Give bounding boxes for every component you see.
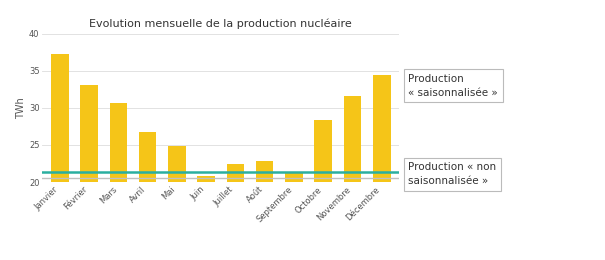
Bar (168, 146, 186, 182)
Bar (139, 132, 157, 182)
Bar (227, 164, 244, 182)
Bar (256, 160, 273, 182)
Bar (80, 85, 98, 182)
Bar (344, 96, 361, 182)
Title: Evolution mensuelle de la production nucléaire: Evolution mensuelle de la production nuc… (90, 18, 352, 29)
Bar (51, 54, 69, 182)
Bar (285, 172, 302, 182)
Bar (315, 120, 332, 182)
Text: Production
« saisonnalisée »: Production « saisonnalisée » (408, 74, 498, 98)
Bar (373, 75, 390, 182)
Text: Production « non
saisonnalisée »: Production « non saisonnalisée » (408, 162, 497, 186)
Y-axis label: TWh: TWh (16, 97, 26, 119)
Bar (197, 176, 215, 182)
Bar (110, 103, 127, 182)
